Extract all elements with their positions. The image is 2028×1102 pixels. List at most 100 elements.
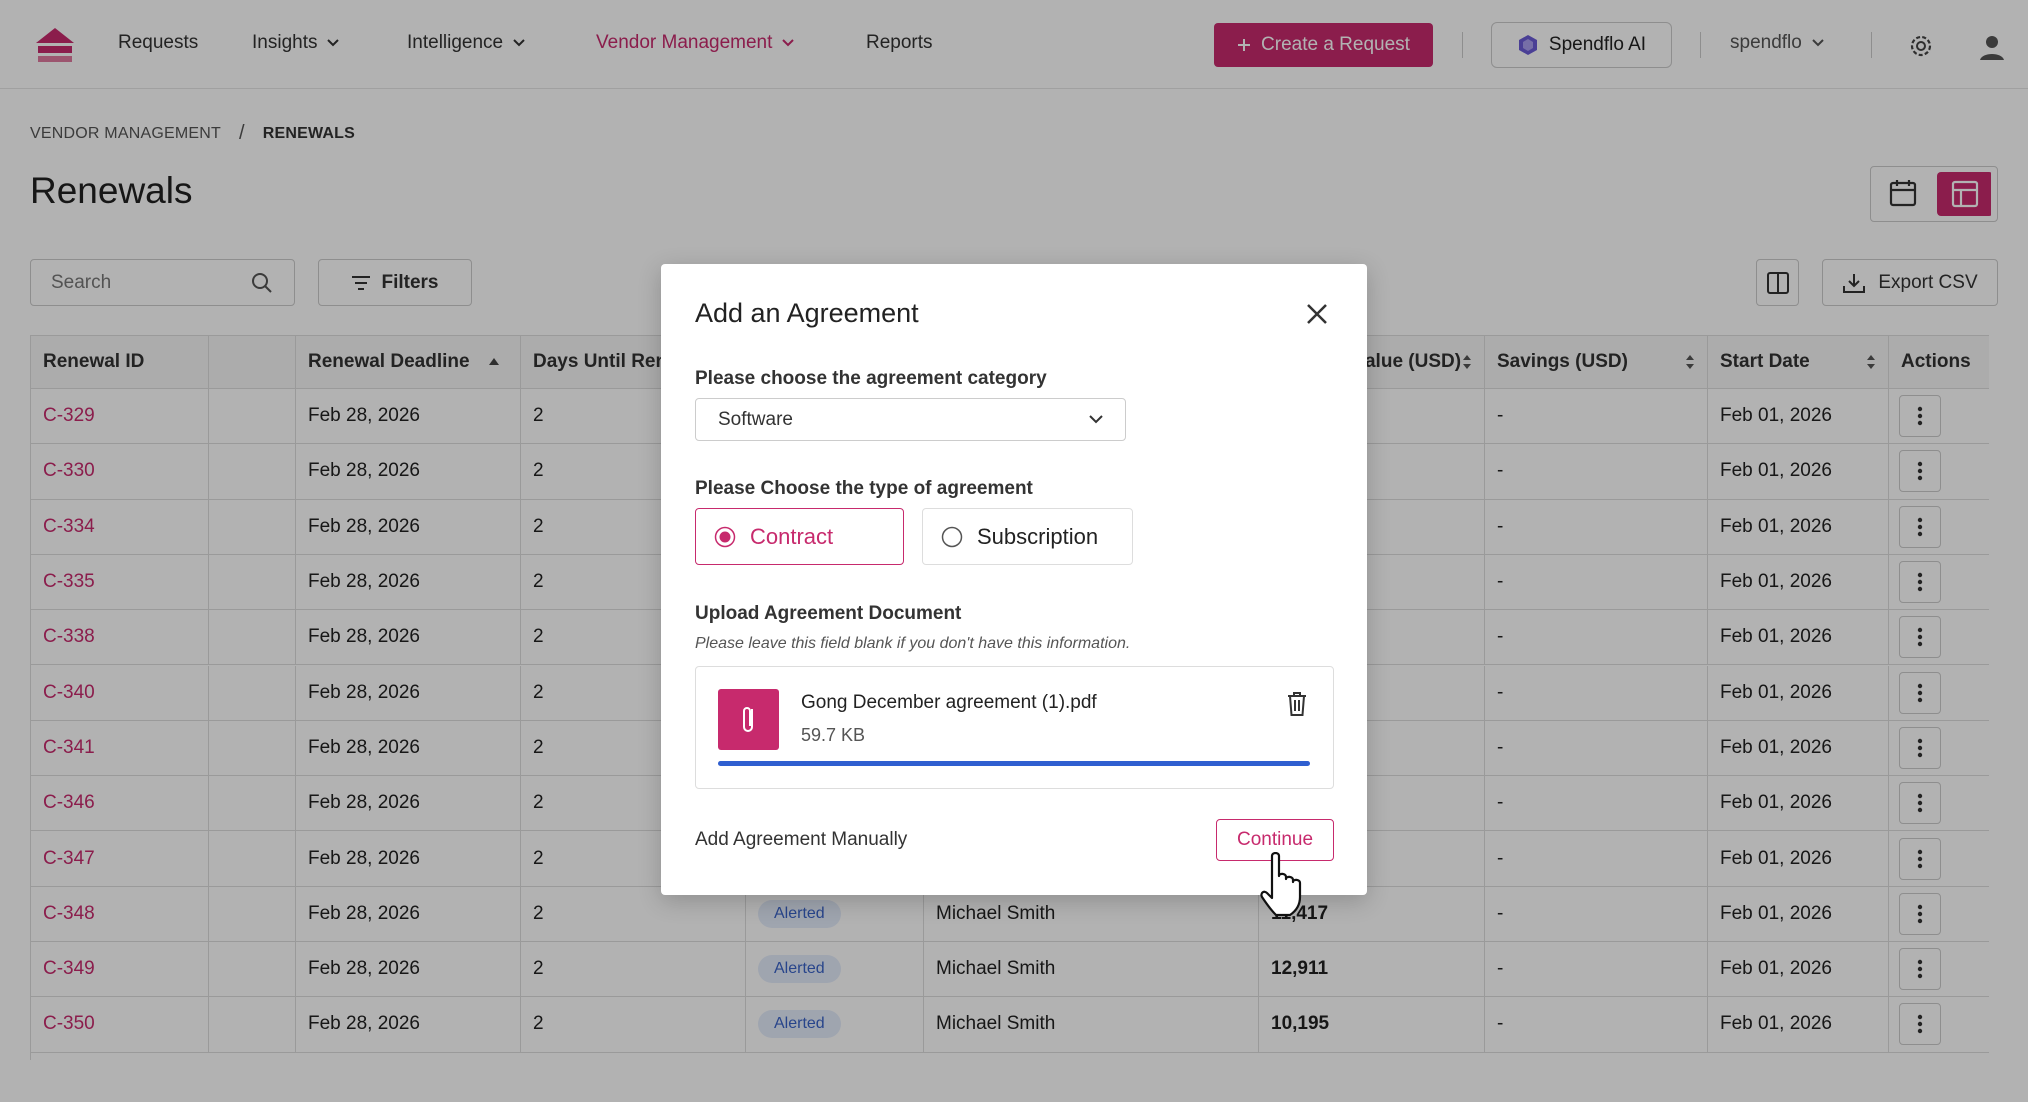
- table-cell: 10,195: [1259, 997, 1485, 1053]
- columns-button[interactable]: [1756, 259, 1799, 306]
- deadline-text: Feb 28, 2026: [308, 515, 420, 537]
- row-actions-button[interactable]: [1899, 782, 1941, 825]
- table-cell: [209, 720, 296, 777]
- deadline-text: Feb 28, 2026: [308, 1013, 420, 1035]
- add-manually-link[interactable]: Add Agreement Manually: [695, 829, 908, 850]
- table-cell: [1259, 444, 1485, 500]
- table-cell: Feb 01, 2026: [1708, 720, 1889, 777]
- row-actions-button[interactable]: [1899, 948, 1941, 991]
- renewal-id-link[interactable]: C-346: [43, 792, 95, 814]
- export-csv-button[interactable]: Export CSV: [1822, 259, 1998, 306]
- nav-item[interactable]: Requests: [118, 32, 198, 54]
- table-cell: C-347: [31, 831, 209, 887]
- nav-item[interactable]: Reports: [866, 32, 933, 54]
- table-cell: [1889, 666, 1989, 721]
- table-cell: C-349: [31, 942, 209, 998]
- nav-label: Requests: [118, 32, 199, 53]
- sort-icon: [1867, 355, 1875, 369]
- renewal-id-link[interactable]: C-334: [43, 515, 95, 537]
- filters-label: Filters: [381, 271, 439, 293]
- table-cell: -: [1485, 610, 1708, 666]
- renewal-id-link[interactable]: C-348: [43, 902, 95, 924]
- row-actions-button[interactable]: [1899, 1003, 1941, 1046]
- row-actions-button[interactable]: [1899, 395, 1941, 438]
- table-cell: C-338: [31, 610, 209, 666]
- renewal-value: 12,911: [1271, 958, 1329, 980]
- table-cell: [209, 997, 296, 1053]
- close-button[interactable]: [1305, 302, 1329, 326]
- spendflo-ai-button[interactable]: Spendflo AI: [1491, 22, 1672, 68]
- nav-label: Reports: [866, 32, 933, 53]
- table-cell: Alerted: [746, 886, 924, 942]
- create-request-button[interactable]: Create a Request: [1214, 23, 1433, 67]
- renewal-id-link[interactable]: C-330: [43, 460, 95, 482]
- nav-item[interactable]: Intelligence: [407, 32, 525, 54]
- table-cell: Feb 01, 2026: [1708, 886, 1889, 942]
- table-view-button[interactable]: [1937, 172, 1991, 216]
- savings-text: -: [1497, 736, 1504, 758]
- row-actions-button[interactable]: [1899, 561, 1941, 604]
- days-text: 2: [533, 460, 544, 482]
- type-option[interactable]: Subscription: [922, 508, 1133, 565]
- avatar[interactable]: [1977, 32, 2007, 62]
- savings-text: -: [1497, 958, 1504, 980]
- table-cell: Alerted: [746, 942, 924, 998]
- renewal-id-link[interactable]: C-335: [43, 571, 95, 593]
- row-actions-button[interactable]: [1899, 892, 1941, 935]
- renewal-id-link[interactable]: C-341: [43, 736, 95, 758]
- row-actions-button[interactable]: [1899, 616, 1941, 659]
- download-icon: [1843, 273, 1866, 293]
- workspace-menu[interactable]: spendflo: [1730, 32, 1824, 54]
- nav-item[interactable]: Insights: [252, 32, 340, 54]
- mouse-cursor: [1260, 852, 1302, 917]
- renewal-id-link[interactable]: C-329: [43, 405, 95, 427]
- type-option-label: Subscription: [977, 523, 1099, 549]
- table-cell: -: [1485, 776, 1708, 832]
- renewal-id-link[interactable]: C-350: [43, 1013, 95, 1035]
- table-cell: 2: [521, 886, 746, 942]
- renewal-id-link[interactable]: C-349: [43, 958, 95, 980]
- table-cell: [209, 942, 296, 998]
- row-actions-button[interactable]: [1899, 505, 1941, 548]
- row-actions-button[interactable]: [1899, 837, 1941, 880]
- table-cell: -: [1485, 942, 1708, 998]
- renewal-id-link[interactable]: C-340: [43, 681, 95, 703]
- header-cell: Renewal ID: [31, 336, 209, 389]
- divider: [1462, 32, 1463, 58]
- type-option[interactable]: Contract: [695, 508, 904, 565]
- days-text: 2: [533, 515, 544, 537]
- deadline-text: Feb 28, 2026: [308, 736, 420, 758]
- table-cell: Feb 01, 2026: [1708, 776, 1889, 832]
- chevron: [513, 39, 525, 47]
- table-cell: Michael Smith: [924, 942, 1259, 998]
- filters-button[interactable]: Filters: [318, 259, 472, 306]
- table-cell: -: [1485, 831, 1708, 887]
- category-label: Please choose the agreement category: [695, 368, 1047, 389]
- savings-text: -: [1497, 1013, 1504, 1035]
- breadcrumb-parent[interactable]: VENDOR MANAGEMENT: [30, 124, 221, 142]
- row-actions-button[interactable]: [1899, 726, 1941, 769]
- add-agreement-modal: Add an Agreement Please choose the agree…: [661, 264, 1367, 895]
- row-actions-button[interactable]: [1899, 671, 1941, 714]
- nav-item[interactable]: Vendor Management: [596, 32, 795, 54]
- breadcrumb-current: RENEWALS: [262, 124, 356, 142]
- status-pill: Alerted: [758, 1010, 841, 1039]
- row-actions-button[interactable]: [1899, 450, 1941, 493]
- file-size: 59.7 KB: [801, 725, 866, 745]
- start-text: Feb 01, 2026: [1720, 515, 1832, 537]
- savings-text: -: [1497, 405, 1504, 427]
- search-box[interactable]: Search: [30, 259, 295, 306]
- table-cell: [209, 610, 296, 666]
- calendar-view-button[interactable]: [1877, 172, 1927, 216]
- deadline-text: Feb 28, 2026: [308, 902, 420, 924]
- start-text: Feb 01, 2026: [1720, 626, 1832, 648]
- renewal-id-link[interactable]: C-347: [43, 847, 95, 869]
- category-select[interactable]: Software: [695, 398, 1126, 441]
- delete-file-button[interactable]: [1286, 691, 1308, 717]
- header-label: Actions: [1901, 351, 1971, 372]
- columns-icon: [1766, 271, 1789, 294]
- kebab-icon: [1917, 462, 1923, 481]
- renewal-id-link[interactable]: C-338: [43, 626, 95, 648]
- nav-label: Intelligence: [407, 32, 504, 53]
- settings-icon[interactable]: [1907, 32, 1935, 60]
